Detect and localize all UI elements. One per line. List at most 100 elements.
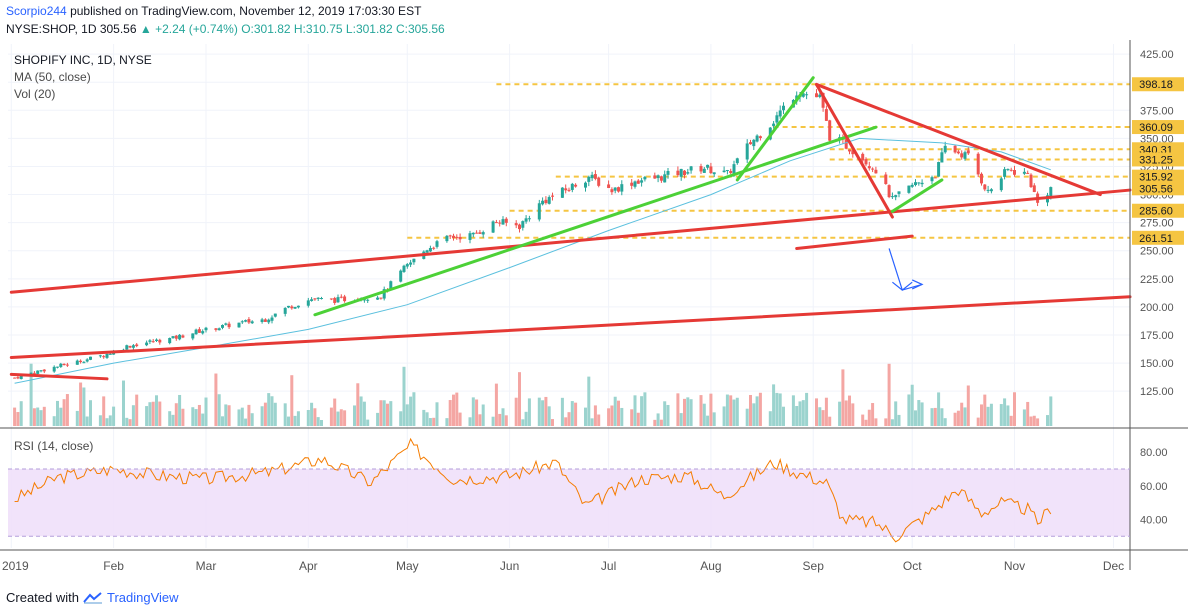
- rsi-line: [14, 437, 1052, 543]
- author-link[interactable]: Scorpio244: [6, 4, 67, 18]
- volume-bar: [749, 394, 752, 426]
- volume-bar: [752, 403, 756, 426]
- volume-bar: [537, 397, 541, 426]
- volume-bar: [290, 375, 294, 426]
- candle-body: [151, 341, 155, 343]
- candle-body: [82, 362, 86, 364]
- volume-bar: [729, 395, 733, 426]
- candle-body: [567, 189, 571, 191]
- candle-body: [953, 145, 957, 153]
- volume-bar: [85, 416, 89, 426]
- candle-body: [455, 236, 459, 238]
- volume-bar: [356, 383, 360, 426]
- volume-bar: [435, 402, 439, 426]
- volume-bar: [755, 396, 759, 426]
- price-tick-label: 250.00: [1140, 246, 1174, 258]
- volume-bar: [584, 407, 587, 426]
- candle-body: [570, 183, 574, 190]
- candle-body: [917, 182, 921, 184]
- price-tick-label: 125.00: [1140, 386, 1174, 398]
- candle-body: [983, 184, 987, 190]
- candle-body: [362, 299, 366, 301]
- candle-body: [498, 222, 502, 224]
- volume-bar: [65, 394, 69, 426]
- candle-body: [475, 232, 479, 234]
- candle-body: [986, 189, 990, 191]
- volume-bar: [735, 397, 739, 426]
- candle-body: [148, 340, 152, 342]
- volume-bar: [983, 394, 987, 426]
- volume-bar: [402, 366, 406, 426]
- candle-body: [263, 319, 267, 322]
- candle-body: [933, 177, 937, 179]
- price-tick-label: 375.00: [1140, 105, 1174, 117]
- volume-bar: [782, 406, 785, 426]
- volume-bar: [1029, 416, 1033, 426]
- volume-bar: [39, 410, 43, 426]
- candle-body: [16, 377, 20, 379]
- candle-body: [65, 364, 69, 366]
- candle-body: [389, 281, 393, 290]
- volume-bar: [564, 417, 568, 426]
- volume-bar: [980, 404, 983, 426]
- volume-bar: [197, 404, 201, 426]
- volume-bar: [468, 417, 472, 426]
- volume-bar: [125, 417, 129, 426]
- price-tick-label: 425.00: [1140, 49, 1174, 61]
- candle-body: [171, 336, 175, 338]
- price-level-label: 360.09: [1139, 122, 1173, 134]
- candle-body: [79, 360, 83, 363]
- volume-bar: [82, 387, 86, 426]
- volume-bar: [273, 402, 277, 426]
- volume-bar: [131, 405, 135, 426]
- volume-bar: [171, 414, 175, 426]
- candle-body: [329, 298, 333, 300]
- volume-bar: [481, 404, 485, 426]
- volume-bar: [828, 416, 832, 426]
- volume-bar: [722, 406, 726, 426]
- time-tick-label: Apr: [299, 559, 318, 573]
- time-axis[interactable]: 2019 Feb Mar Apr May Jun Jul Aug Sep Oct Nov Dec: [2, 559, 1124, 573]
- candle-body: [36, 370, 40, 374]
- candle-body: [181, 335, 185, 338]
- candle-body: [1003, 169, 1007, 177]
- publish-text: published on TradingView.com, November 1…: [70, 4, 422, 18]
- volume-bar: [933, 407, 937, 426]
- volume-bar: [636, 412, 640, 426]
- volume-bar: [263, 402, 267, 426]
- candle-body: [468, 233, 472, 240]
- candle-body: [267, 319, 271, 323]
- candle-body: [412, 258, 416, 263]
- time-tick-label: Nov: [1004, 559, 1025, 573]
- price-axis[interactable]: 125.00 150.00 175.00 200.00 225.00 250.00 275.…: [1132, 49, 1184, 398]
- candle-body: [828, 120, 832, 141]
- price-chart[interactable]: 125.00 150.00 175.00 200.00 225.00 250.00 275.…: [0, 40, 1188, 585]
- candle-body: [620, 184, 624, 192]
- volume-bar: [676, 393, 680, 426]
- candle-body: [676, 170, 680, 176]
- volume-bar: [376, 412, 380, 426]
- candle-body: [174, 335, 178, 339]
- volume-bar: [293, 415, 297, 426]
- candle-body: [943, 145, 947, 153]
- candle-body: [560, 187, 564, 198]
- candle-body: [221, 324, 224, 328]
- volume-bar: [204, 397, 208, 426]
- volume-bar: [155, 395, 158, 426]
- candle-body: [937, 162, 941, 177]
- candle-body: [920, 182, 924, 185]
- candle-body: [435, 241, 439, 247]
- volume-bar: [1032, 415, 1036, 426]
- volume-bar: [79, 382, 83, 426]
- candle-body: [914, 182, 917, 186]
- volume-bar: [382, 400, 386, 426]
- candle-body: [930, 177, 934, 182]
- volume-bar: [524, 411, 528, 426]
- candle-body: [52, 366, 56, 372]
- tradingview-brand[interactable]: TradingView: [106, 590, 179, 605]
- candle-body: [643, 176, 647, 180]
- candle-body: [452, 235, 455, 238]
- candle-body: [617, 187, 620, 192]
- candle-body: [313, 298, 317, 300]
- tradingview-logo-icon: [83, 591, 102, 603]
